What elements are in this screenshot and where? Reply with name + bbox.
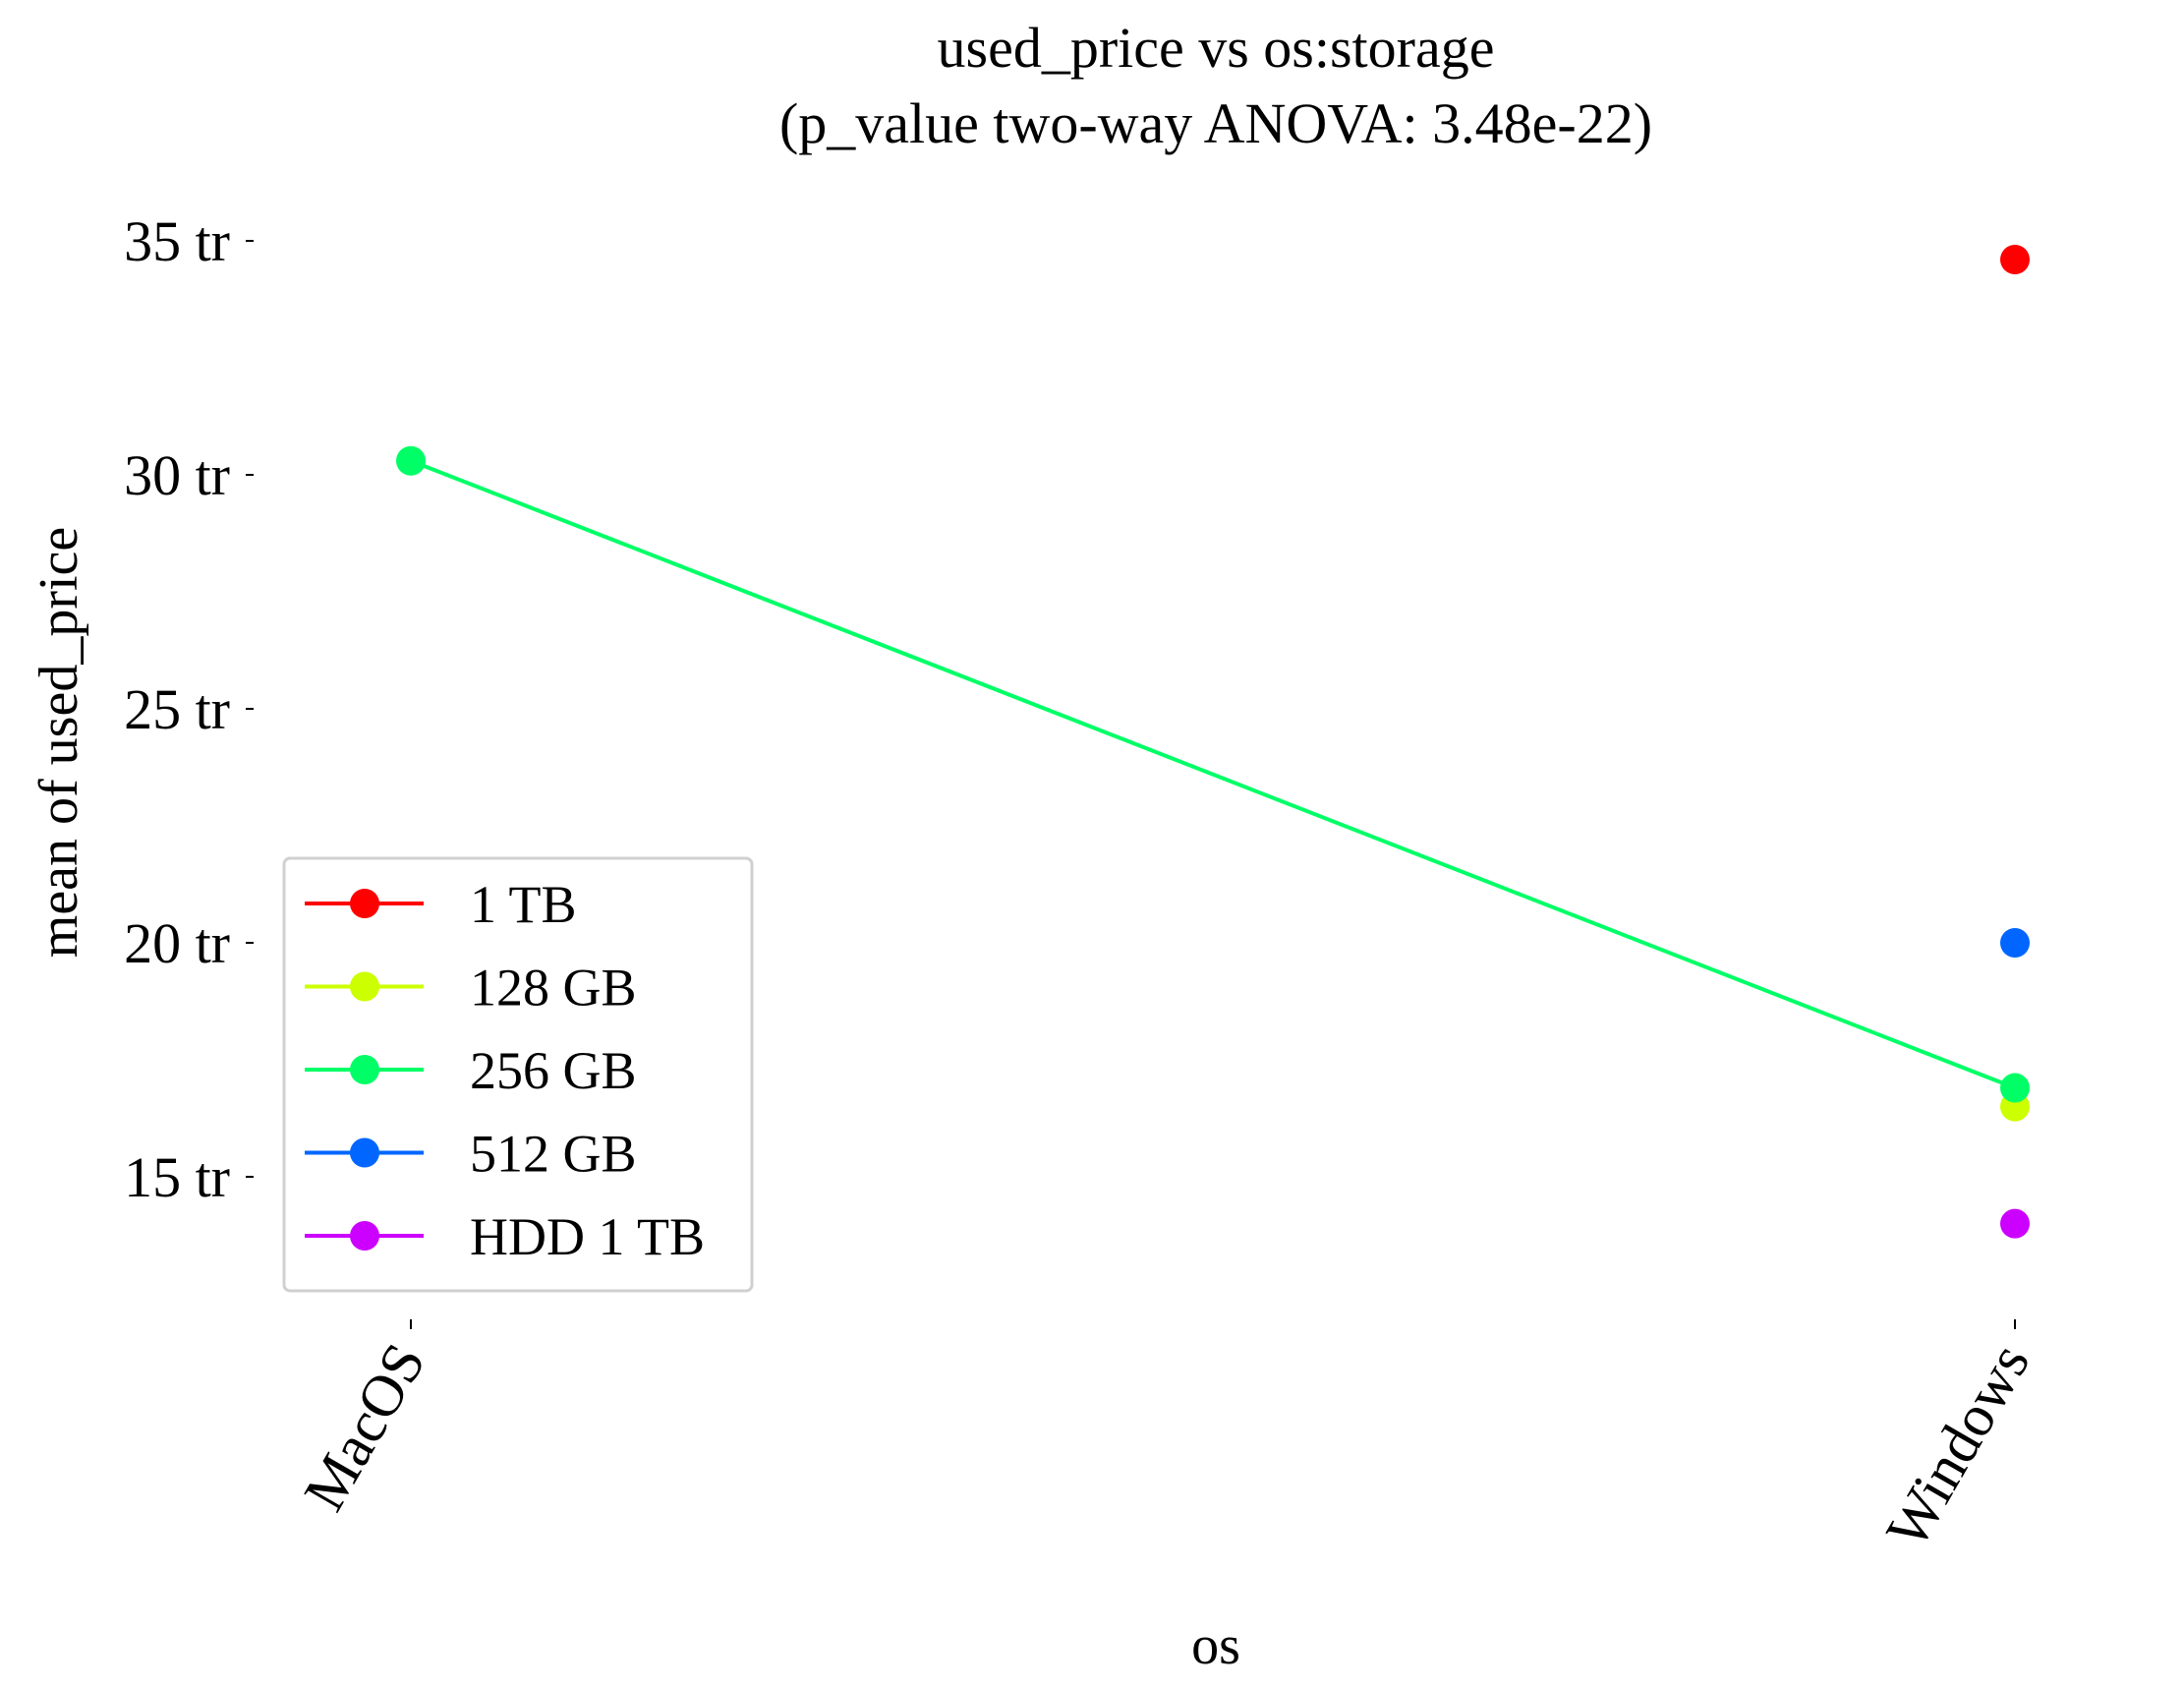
legend-label: 1 TB [470,875,577,934]
chart-subtitle: (p_value two-way ANOVA: 3.48e-22) [779,91,1652,155]
y-axis-label: mean of used_price [29,527,89,958]
legend-label: 128 GB [470,959,637,1018]
y-axis: 15 tr 20 tr 25 tr 30 tr 35 tr [124,209,254,1209]
y-tick-label: 20 tr [124,911,230,975]
data-point [396,445,426,476]
legend-frame [282,856,754,1293]
chart-title: used_price vs os:storage [938,16,1495,80]
x-tick-label: MacOS [291,1333,437,1522]
data-point [2000,928,2030,958]
data-point [2000,1208,2030,1239]
y-tick-label: 15 tr [124,1145,230,1209]
y-tick-label: 35 tr [124,209,230,273]
legend-label: 512 GB [470,1125,637,1184]
legend-marker [350,971,379,1002]
x-tick-label: Windows [1873,1333,2041,1559]
data-point [2000,245,2030,275]
legend-label: HDD 1 TB [470,1207,705,1266]
x-axis-label: os [1191,1615,1240,1676]
series-points [396,245,2030,1239]
x-axis: MacOS Windows [291,1319,2041,1559]
legend-marker [350,1137,379,1168]
legend-marker [350,1221,379,1251]
series-line [410,458,2016,1090]
y-tick-label: 25 tr [124,677,230,741]
y-tick-label: 30 tr [124,443,230,507]
legend: 1 TB 128 GB 256 GB 512 GB HDD 1 TB [282,856,754,1293]
legend-marker [350,889,379,918]
legend-marker [350,1055,379,1084]
legend-label: 256 GB [470,1041,637,1100]
data-point [2000,1073,2030,1103]
series-lines [410,458,2016,1090]
